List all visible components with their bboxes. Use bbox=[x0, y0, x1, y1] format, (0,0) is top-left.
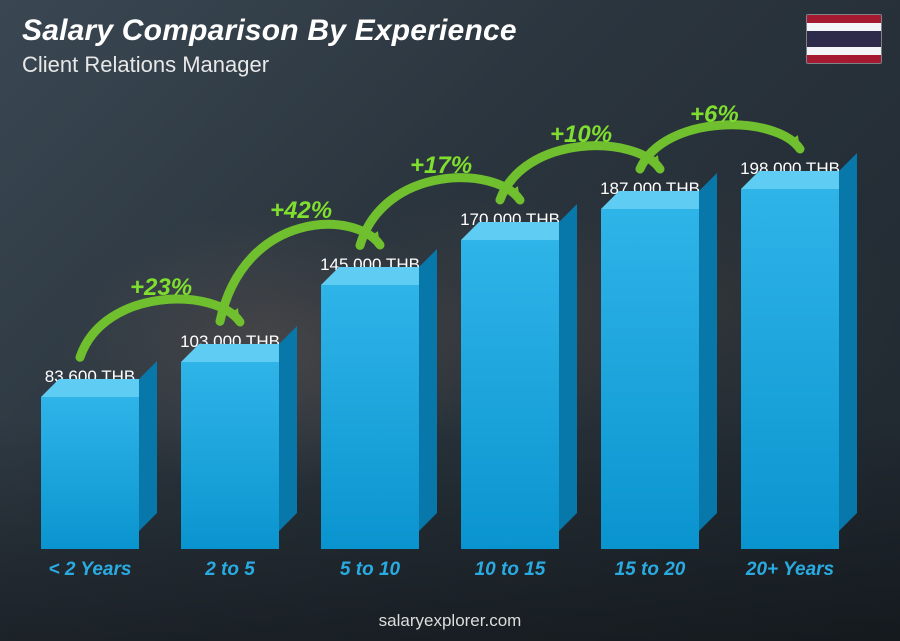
bar-side-face bbox=[839, 153, 857, 531]
bar-side-face bbox=[279, 326, 297, 531]
bar-column: 187,000 THB bbox=[580, 110, 720, 549]
flag-stripe bbox=[807, 23, 881, 31]
bar-front-face bbox=[741, 189, 839, 549]
x-axis-label: 15 to 20 bbox=[580, 559, 720, 581]
bar-front-face bbox=[41, 397, 139, 549]
bar-column: 145,000 THB bbox=[300, 110, 440, 549]
flag-stripe bbox=[807, 31, 881, 47]
flag-stripe bbox=[807, 47, 881, 55]
x-axis-labels: < 2 Years2 to 55 to 1010 to 1515 to 2020… bbox=[20, 559, 860, 581]
bar-front-face bbox=[601, 209, 699, 549]
flag-stripe bbox=[807, 55, 881, 63]
page-title: Salary Comparison By Experience bbox=[22, 14, 517, 48]
bar bbox=[321, 285, 419, 549]
bar bbox=[461, 240, 559, 549]
country-flag-thailand bbox=[806, 14, 882, 64]
page-subtitle: Client Relations Manager bbox=[22, 52, 269, 78]
bar-side-face bbox=[139, 361, 157, 531]
bar-front-face bbox=[181, 362, 279, 549]
bar-column: 83,600 THB bbox=[20, 110, 160, 549]
x-axis-label: 2 to 5 bbox=[160, 559, 300, 581]
bar-side-face bbox=[699, 173, 717, 531]
x-axis-label: 10 to 15 bbox=[440, 559, 580, 581]
infographic-stage: Salary Comparison By Experience Client R… bbox=[0, 0, 900, 641]
bar bbox=[741, 189, 839, 549]
x-axis-label: 20+ Years bbox=[720, 559, 860, 581]
bar bbox=[601, 209, 699, 549]
bar-front-face bbox=[321, 285, 419, 549]
salary-bar-chart: 83,600 THB103,000 THB145,000 THB170,000 … bbox=[20, 110, 860, 581]
bars-container: 83,600 THB103,000 THB145,000 THB170,000 … bbox=[20, 110, 860, 549]
bar-column: 103,000 THB bbox=[160, 110, 300, 549]
bar-side-face bbox=[419, 249, 437, 531]
bar bbox=[181, 362, 279, 549]
bar-front-face bbox=[461, 240, 559, 549]
bar bbox=[41, 397, 139, 549]
bar-side-face bbox=[559, 204, 577, 531]
flag-stripe bbox=[807, 15, 881, 23]
bar-column: 170,000 THB bbox=[440, 110, 580, 549]
x-axis-label: 5 to 10 bbox=[300, 559, 440, 581]
footer-attribution: salaryexplorer.com bbox=[0, 611, 900, 631]
bar-column: 198,000 THB bbox=[720, 110, 860, 549]
x-axis-label: < 2 Years bbox=[20, 559, 160, 581]
